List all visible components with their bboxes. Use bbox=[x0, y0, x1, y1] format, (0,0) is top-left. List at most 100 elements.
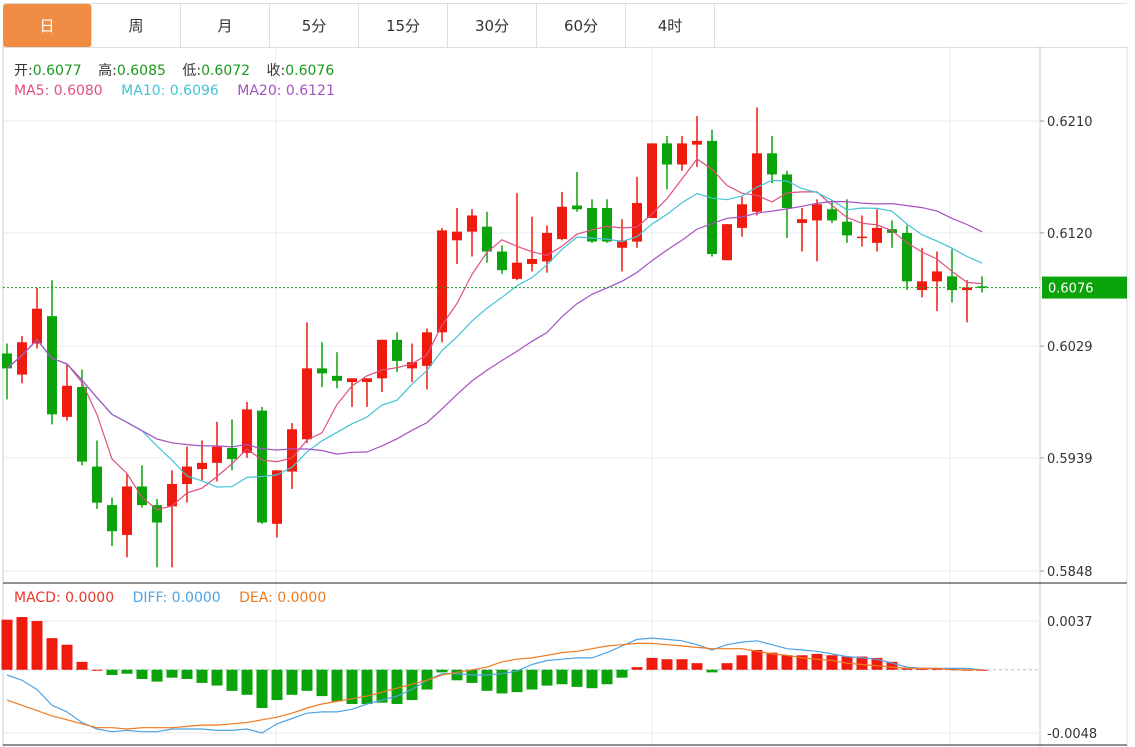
candle-down[interactable] bbox=[47, 316, 57, 415]
candle-down[interactable] bbox=[767, 153, 777, 175]
candle-up[interactable] bbox=[932, 271, 942, 282]
diff-value: DIFF: 0.0000 bbox=[132, 590, 221, 606]
candle-up[interactable] bbox=[17, 342, 27, 375]
candle-up[interactable] bbox=[287, 429, 297, 472]
candle-up[interactable] bbox=[272, 470, 282, 524]
tab-5min[interactable]: 5分 bbox=[270, 4, 359, 47]
candle-up[interactable] bbox=[242, 409, 252, 453]
macd-bar bbox=[511, 669, 523, 693]
candle-up[interactable] bbox=[452, 231, 462, 241]
candle-up[interactable] bbox=[467, 215, 477, 232]
candle-up[interactable] bbox=[647, 143, 657, 218]
macd-bar bbox=[241, 669, 253, 695]
candle-up[interactable] bbox=[347, 378, 357, 383]
candle-down[interactable] bbox=[842, 221, 852, 236]
candle-up[interactable] bbox=[62, 385, 72, 417]
candle-down[interactable] bbox=[482, 226, 492, 252]
candle-up[interactable] bbox=[557, 206, 567, 240]
macd-bar bbox=[136, 669, 148, 679]
candle-down[interactable] bbox=[707, 140, 717, 255]
macd-bar bbox=[421, 669, 433, 690]
tab-15min[interactable]: 15分 bbox=[359, 4, 448, 47]
timeframe-tabs: 日 周 月 5分 15分 30分 60分 4时 bbox=[3, 3, 1127, 48]
candle-down[interactable] bbox=[137, 486, 147, 506]
tab-week[interactable]: 周 bbox=[92, 4, 181, 47]
macd-bar bbox=[526, 669, 538, 690]
tab-month[interactable]: 月 bbox=[181, 4, 270, 47]
candle-down[interactable] bbox=[92, 466, 102, 503]
candle-up[interactable] bbox=[542, 232, 552, 262]
macd-bar bbox=[286, 669, 298, 695]
candle-up[interactable] bbox=[212, 446, 222, 463]
tab-60min[interactable]: 60分 bbox=[537, 4, 626, 47]
macd-bar bbox=[301, 669, 313, 691]
candle-up[interactable] bbox=[422, 332, 432, 366]
ohlc-legend: 开:0.6077 高:0.6085 低:0.6072 收:0.6076 bbox=[14, 60, 346, 80]
candle-down[interactable] bbox=[152, 505, 162, 523]
candle-down[interactable] bbox=[77, 387, 87, 462]
candle-down[interactable] bbox=[827, 209, 837, 221]
candle-down[interactable] bbox=[902, 232, 912, 282]
macd-bar bbox=[406, 669, 418, 701]
candle-down[interactable] bbox=[257, 410, 267, 523]
macd-bar bbox=[316, 669, 328, 697]
dea-line bbox=[6, 642, 982, 730]
candle-up[interactable] bbox=[677, 143, 687, 165]
tab-day[interactable]: 日 bbox=[3, 4, 92, 47]
tab-4hour[interactable]: 4时 bbox=[626, 4, 715, 47]
candle-up[interactable] bbox=[302, 368, 312, 440]
candle-up[interactable] bbox=[362, 378, 372, 383]
high-value: 0.6085 bbox=[116, 63, 166, 79]
candle-up[interactable] bbox=[197, 462, 207, 470]
candle-up[interactable] bbox=[962, 287, 972, 291]
macd-bar bbox=[901, 668, 913, 670]
candle-up[interactable] bbox=[632, 203, 642, 242]
candle-up[interactable] bbox=[377, 339, 387, 379]
candle-down[interactable] bbox=[977, 286, 987, 288]
candle-up[interactable] bbox=[722, 224, 732, 261]
close-label: 收: bbox=[266, 63, 286, 79]
ma5-value: MA5: 0.6080 bbox=[14, 83, 103, 99]
macd-bar bbox=[631, 667, 643, 670]
candle-up[interactable] bbox=[797, 219, 807, 223]
candle-down[interactable] bbox=[782, 174, 792, 209]
candle-down[interactable] bbox=[332, 375, 342, 381]
macd-bar bbox=[46, 638, 58, 670]
candle-up[interactable] bbox=[167, 483, 177, 507]
candle-down[interactable] bbox=[572, 205, 582, 210]
candle-up[interactable] bbox=[692, 140, 702, 145]
low-label: 低: bbox=[182, 63, 202, 79]
candle-down[interactable] bbox=[587, 208, 597, 242]
candle-up[interactable] bbox=[32, 308, 42, 344]
candle-up[interactable] bbox=[527, 258, 537, 264]
candle-up[interactable] bbox=[857, 236, 867, 239]
candle-up[interactable] bbox=[512, 262, 522, 279]
candle-down[interactable] bbox=[2, 353, 12, 369]
candle-down[interactable] bbox=[317, 368, 327, 374]
macd-bar bbox=[1, 619, 13, 670]
candle-up[interactable] bbox=[617, 240, 627, 248]
macd-bar bbox=[391, 669, 403, 705]
candle-down[interactable] bbox=[947, 276, 957, 291]
candle-down[interactable] bbox=[497, 251, 507, 271]
candle-up[interactable] bbox=[407, 362, 417, 369]
candle-up[interactable] bbox=[737, 204, 747, 228]
candle-up[interactable] bbox=[812, 204, 822, 221]
candle-down[interactable] bbox=[662, 143, 672, 165]
macd-axis-label: -0.0048 bbox=[1047, 727, 1097, 742]
candle-down[interactable] bbox=[227, 447, 237, 460]
candle-up[interactable] bbox=[122, 486, 132, 535]
macd-bar bbox=[211, 669, 223, 686]
candle-down[interactable] bbox=[602, 208, 612, 242]
candle-down[interactable] bbox=[107, 505, 117, 532]
candle-up[interactable] bbox=[437, 230, 447, 333]
candle-up[interactable] bbox=[872, 227, 882, 243]
candle-up[interactable] bbox=[917, 281, 927, 291]
tab-30min[interactable]: 30分 bbox=[448, 4, 537, 47]
candle-up[interactable] bbox=[752, 153, 762, 212]
candle-down[interactable] bbox=[392, 339, 402, 361]
macd-bar bbox=[796, 655, 808, 670]
macd-bar bbox=[826, 655, 838, 670]
macd-bar bbox=[376, 669, 388, 703]
